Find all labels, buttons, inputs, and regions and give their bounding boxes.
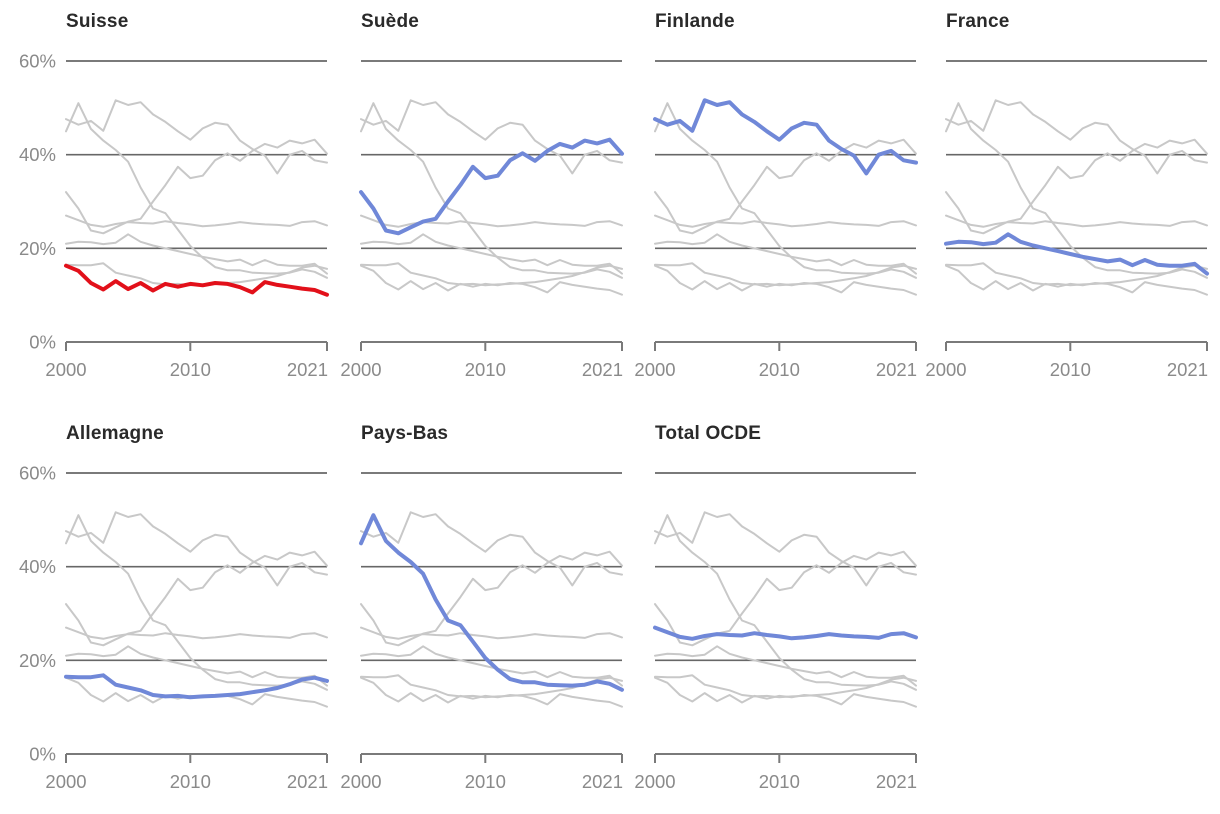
svg-text:60%: 60%: [19, 51, 56, 72]
panel-france: France 2000 2010 2021: [880, 0, 1210, 398]
panel-pays-bas: Pays-Bas 2000 2010 2021: [295, 412, 625, 810]
svg-text:2010: 2010: [759, 359, 800, 380]
panel-suede: Suède 2000 2010 2021: [295, 0, 625, 398]
panel-title: Pays-Bas: [361, 423, 449, 444]
svg-text:0%: 0%: [29, 744, 56, 765]
svg-text:2000: 2000: [340, 771, 381, 792]
svg-text:2010: 2010: [1050, 359, 1091, 380]
line-chart-plot: 2000 2010 2021: [340, 60, 624, 380]
panel-title: Total OCDE: [655, 423, 762, 444]
svg-text:2021: 2021: [1167, 359, 1208, 380]
svg-text:2010: 2010: [465, 359, 506, 380]
svg-text:2021: 2021: [287, 771, 328, 792]
svg-text:2021: 2021: [582, 771, 623, 792]
svg-text:40%: 40%: [19, 144, 56, 165]
svg-text:2000: 2000: [634, 359, 675, 380]
svg-text:2000: 2000: [340, 359, 381, 380]
line-chart-plot: 2000 2010 2021: [340, 472, 624, 792]
line-chart-plot: 2000 2010 2021: [634, 60, 918, 380]
line-chart-plot: 2000 2010 2021: [925, 60, 1209, 380]
svg-text:20%: 20%: [19, 650, 56, 671]
panel-title: Allemagne: [66, 423, 164, 444]
svg-text:2000: 2000: [634, 771, 675, 792]
panel-suisse: Suisse 0% 20% 40% 60% 2000 2010 2021: [0, 0, 330, 398]
svg-text:2000: 2000: [925, 359, 966, 380]
svg-text:0%: 0%: [29, 332, 56, 353]
svg-text:2000: 2000: [45, 359, 86, 380]
svg-text:2010: 2010: [170, 359, 211, 380]
line-chart-plot: 0% 20% 40% 60% 2000 2010 2021: [19, 51, 329, 380]
panel-title: Suède: [361, 11, 420, 32]
svg-text:2000: 2000: [45, 771, 86, 792]
panel-finlande: Finlande 2000 2010 2021: [589, 0, 919, 398]
svg-text:2021: 2021: [876, 771, 917, 792]
line-chart-plot: 2000 2010 2021: [634, 472, 918, 792]
svg-text:40%: 40%: [19, 556, 56, 577]
panel-total-ocde: Total OCDE 2000 2010 2021: [589, 412, 919, 810]
panel-title: France: [946, 11, 1010, 32]
svg-text:2021: 2021: [876, 359, 917, 380]
svg-text:2010: 2010: [759, 771, 800, 792]
panel-allemagne: Allemagne 0% 20% 40% 60% 2000 2010 2021: [0, 412, 330, 810]
svg-text:2021: 2021: [287, 359, 328, 380]
panel-title: Finlande: [655, 11, 735, 32]
panel-title: Suisse: [66, 11, 129, 32]
svg-text:2021: 2021: [582, 359, 623, 380]
svg-text:2010: 2010: [170, 771, 211, 792]
line-chart-plot: 0% 20% 40% 60% 2000 2010 2021: [19, 463, 329, 792]
svg-text:20%: 20%: [19, 238, 56, 259]
svg-text:2010: 2010: [465, 771, 506, 792]
svg-text:60%: 60%: [19, 463, 56, 484]
